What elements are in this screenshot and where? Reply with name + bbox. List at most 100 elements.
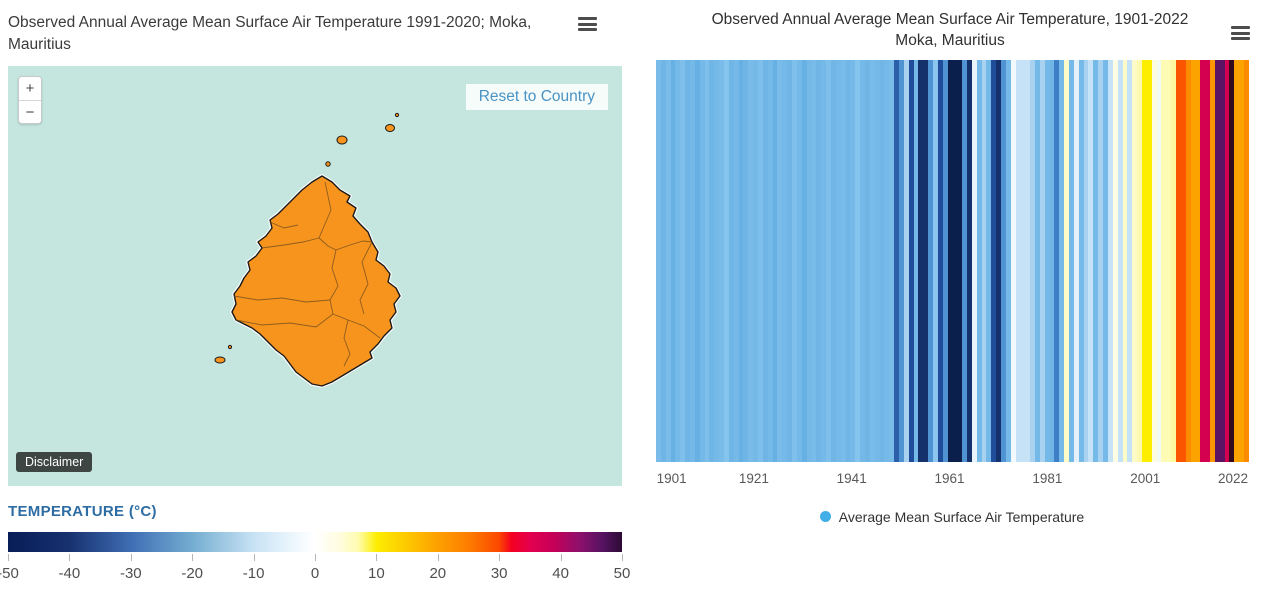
stripe-year-1941[interactable] xyxy=(850,59,856,462)
stripe-year-1910[interactable] xyxy=(699,59,705,462)
stripe-year-1949[interactable] xyxy=(889,59,895,462)
stripe-year-1965[interactable] xyxy=(967,59,972,462)
map-menu-icon[interactable] xyxy=(578,17,597,31)
stripe-year-2012[interactable] xyxy=(1195,59,1201,462)
stripe-year-2007[interactable] xyxy=(1171,59,1176,462)
stripe-year-1952[interactable] xyxy=(903,59,909,462)
zoom-out-button[interactable]: − xyxy=(19,100,41,123)
stripe-year-2009[interactable] xyxy=(1180,59,1186,462)
stripe-year-1979[interactable] xyxy=(1035,59,1040,462)
stripe-year-1930[interactable] xyxy=(796,59,802,462)
stripe-year-1987[interactable] xyxy=(1073,59,1079,462)
stripe-year-1957[interactable] xyxy=(928,59,933,462)
stripe-year-1975[interactable] xyxy=(1015,59,1021,462)
stripe-year-2013[interactable] xyxy=(1200,59,1206,462)
stripe-year-1951[interactable] xyxy=(898,59,904,462)
stripe-year-1939[interactable] xyxy=(840,59,846,462)
stripe-year-1950[interactable] xyxy=(894,59,899,462)
stripe-year-1974[interactable] xyxy=(1010,59,1016,462)
stripe-year-1990[interactable] xyxy=(1088,59,1094,462)
stripe-year-1976[interactable] xyxy=(1020,59,1026,462)
stripe-year-1934[interactable] xyxy=(816,59,822,462)
map-canvas[interactable]: + − Reset to Country Disclaimer xyxy=(8,66,622,486)
stripe-year-2008[interactable] xyxy=(1175,59,1181,462)
stripe-year-1940[interactable] xyxy=(845,59,851,462)
stripe-year-1963[interactable] xyxy=(957,59,963,462)
stripe-year-1964[interactable] xyxy=(962,59,967,462)
stripe-year-2017[interactable] xyxy=(1219,59,1225,462)
stripe-year-1973[interactable] xyxy=(1005,59,1011,462)
stripe-year-1967[interactable] xyxy=(976,59,982,462)
stripe-year-1978[interactable] xyxy=(1030,59,1036,462)
stripe-year-2002[interactable] xyxy=(1146,59,1152,462)
stripe-year-1916[interactable] xyxy=(728,59,734,462)
stripe-year-1995[interactable] xyxy=(1112,59,1118,462)
stripe-year-1906[interactable] xyxy=(680,59,686,462)
stripe-year-1953[interactable] xyxy=(908,59,914,462)
stripe-year-1992[interactable] xyxy=(1098,59,1104,462)
stripe-year-2000[interactable] xyxy=(1137,59,1142,462)
stripe-year-1924[interactable] xyxy=(767,59,773,462)
stripe-year-1914[interactable] xyxy=(719,59,725,462)
stripe-year-1903[interactable] xyxy=(665,59,671,462)
disclaimer-button[interactable]: Disclaimer xyxy=(16,452,93,472)
stripe-year-2015[interactable] xyxy=(1209,59,1215,462)
stripe-year-1927[interactable] xyxy=(782,59,788,462)
stripe-year-2019[interactable] xyxy=(1229,59,1235,462)
stripe-year-1988[interactable] xyxy=(1078,59,1084,462)
stripe-year-1955[interactable] xyxy=(918,59,924,462)
stripes-chart[interactable] xyxy=(656,59,1249,462)
stripe-year-1919[interactable] xyxy=(743,59,749,462)
stripe-year-2003[interactable] xyxy=(1151,59,1157,462)
stripes-menu-icon[interactable] xyxy=(1231,26,1250,40)
stripe-year-1985[interactable] xyxy=(1064,59,1070,462)
stripe-year-1943[interactable] xyxy=(860,59,865,462)
stripe-year-1977[interactable] xyxy=(1025,59,1031,462)
stripe-year-1997[interactable] xyxy=(1122,59,1128,462)
stripe-year-2021[interactable] xyxy=(1239,59,1244,462)
stripe-year-1947[interactable] xyxy=(879,59,885,462)
stripe-year-1915[interactable] xyxy=(724,59,729,462)
stripe-year-1925[interactable] xyxy=(772,59,778,462)
stripe-year-1944[interactable] xyxy=(864,59,870,462)
stripe-year-1908[interactable] xyxy=(690,59,695,462)
stripe-year-1933[interactable] xyxy=(811,59,817,462)
stripe-year-1931[interactable] xyxy=(801,59,807,462)
stripe-year-1926[interactable] xyxy=(777,59,783,462)
stripe-year-1945[interactable] xyxy=(869,59,875,462)
stripe-year-1948[interactable] xyxy=(884,59,890,462)
stripe-year-1986[interactable] xyxy=(1069,59,1074,462)
stripe-year-2010[interactable] xyxy=(1185,59,1191,462)
stripe-year-1983[interactable] xyxy=(1054,59,1060,462)
stripe-year-1970[interactable] xyxy=(991,59,997,462)
stripe-year-1921[interactable] xyxy=(753,59,759,462)
stripe-year-1946[interactable] xyxy=(874,59,880,462)
stripe-year-1912[interactable] xyxy=(709,59,715,462)
stripe-year-1989[interactable] xyxy=(1083,59,1089,462)
stripe-year-1909[interactable] xyxy=(694,59,700,462)
stripe-year-1942[interactable] xyxy=(855,59,861,462)
stripe-year-1917[interactable] xyxy=(733,59,739,462)
stripe-year-1932[interactable] xyxy=(806,59,812,462)
stripe-year-1961[interactable] xyxy=(947,59,953,462)
stripe-year-1966[interactable] xyxy=(971,59,977,462)
stripe-year-1968[interactable] xyxy=(981,59,987,462)
stripe-year-1918[interactable] xyxy=(738,59,744,462)
stripe-year-1972[interactable] xyxy=(1001,59,1006,462)
stripe-year-1959[interactable] xyxy=(937,59,943,462)
stripe-year-1907[interactable] xyxy=(685,59,691,462)
stripe-year-1969[interactable] xyxy=(986,59,992,462)
stripe-year-1901[interactable] xyxy=(656,59,661,462)
stripe-year-2020[interactable] xyxy=(1234,59,1240,462)
stripe-year-1980[interactable] xyxy=(1039,59,1045,462)
stripe-year-1935[interactable] xyxy=(821,59,827,462)
stripe-year-2018[interactable] xyxy=(1224,59,1230,462)
stripe-year-1938[interactable] xyxy=(835,59,841,462)
stripe-year-1991[interactable] xyxy=(1093,59,1099,462)
stripe-year-1936[interactable] xyxy=(826,59,831,462)
stripe-year-2011[interactable] xyxy=(1190,59,1196,462)
stripe-year-1958[interactable] xyxy=(932,59,938,462)
stripe-year-1904[interactable] xyxy=(670,59,676,462)
stripe-year-1996[interactable] xyxy=(1117,59,1123,462)
stripe-year-1984[interactable] xyxy=(1059,59,1065,462)
